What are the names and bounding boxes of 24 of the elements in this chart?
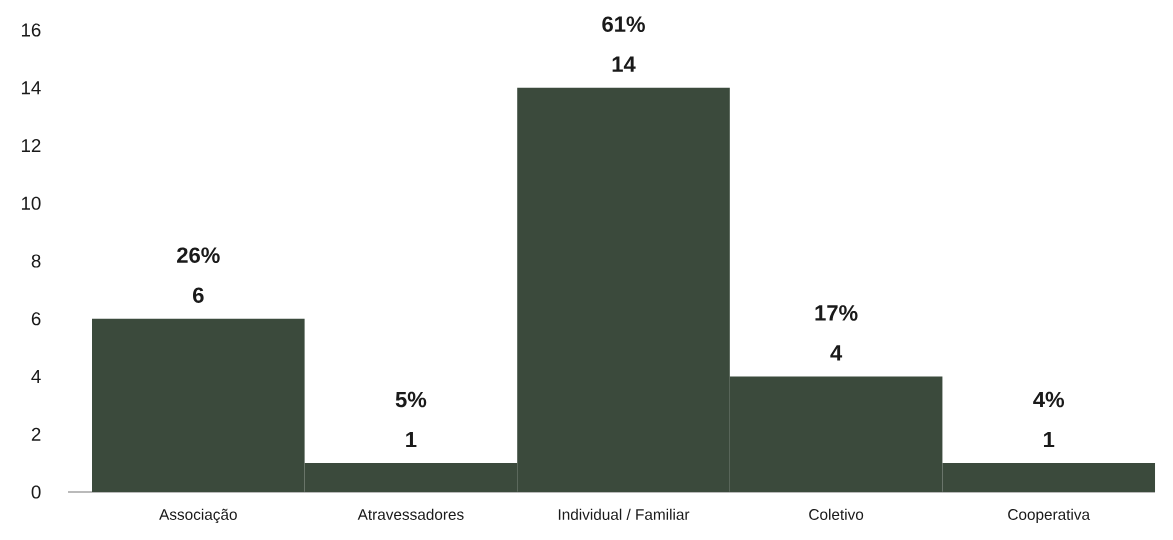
y-tick-label: 6	[31, 312, 41, 326]
data-label: 4	[830, 345, 843, 361]
annotation: 26%	[177, 247, 220, 263]
data-label: 14	[612, 56, 636, 72]
y-tick-label: 10	[21, 196, 41, 210]
x-tick-label: Atravessadores	[357, 508, 464, 520]
annotation: 17%	[815, 305, 858, 321]
y-tick-label: 0	[31, 485, 41, 499]
data-label: 1	[406, 431, 417, 448]
y-tick-label: 2	[31, 427, 41, 441]
annotation: 61%	[602, 16, 645, 32]
x-tick-label: Coletivo	[809, 508, 864, 520]
data-label: 1	[1043, 431, 1055, 448]
data-label: 6	[193, 287, 204, 303]
x-tick-label: Cooperativa	[1008, 508, 1091, 523]
y-tick-label: 12	[21, 138, 41, 153]
y-tick-label: 8	[31, 254, 41, 268]
y-tick-label: 14	[21, 81, 41, 95]
x-tick-label: Associação	[159, 508, 237, 524]
annotation: 5%	[395, 391, 427, 408]
x-tick-label: Individual / Familiar	[558, 508, 690, 520]
y-tick-label: 16	[21, 23, 41, 37]
annotation: 4%	[1033, 391, 1065, 408]
y-tick-label: 4	[31, 370, 41, 383]
